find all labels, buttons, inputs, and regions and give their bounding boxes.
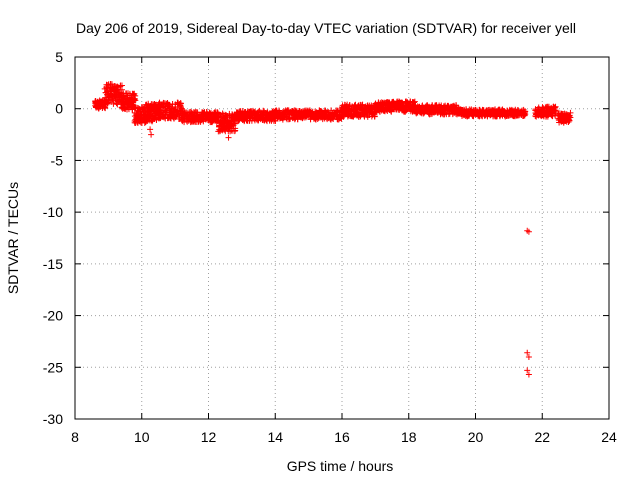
x-tick-label: 16: [334, 429, 350, 445]
x-tick-label: 12: [201, 429, 217, 445]
y-tick-label: -5: [51, 152, 64, 168]
data-point: [147, 126, 154, 133]
data-point: [131, 96, 138, 103]
data-point: [118, 82, 125, 89]
y-tick-label: -10: [43, 204, 63, 220]
data-point: [525, 228, 532, 235]
x-tick-label: 18: [401, 429, 417, 445]
chart-title: Day 206 of 2019, Sidereal Day-to-day VTE…: [76, 20, 576, 36]
data-point: [566, 117, 573, 124]
data-point: [225, 134, 232, 141]
data-point: [223, 112, 230, 119]
axis-ticks: 8 10 12 14 16 18 20 22 24 5 0 -5 -10 -15 -20 -25 -30: [43, 49, 617, 445]
data-point: [567, 109, 574, 116]
data-point: [525, 371, 532, 378]
x-axis-label: GPS time / hours: [287, 458, 394, 474]
y-tick-label: -25: [43, 359, 63, 375]
y-tick-label: 0: [55, 101, 63, 117]
x-tick-label: 14: [267, 429, 283, 445]
x-tick-label: 10: [134, 429, 150, 445]
y-tick-label: 5: [55, 49, 63, 65]
data-point: [232, 127, 239, 134]
data-point: [178, 105, 185, 112]
data-point: [132, 97, 139, 104]
data-point: [221, 126, 228, 133]
data-series-sdtvar: [92, 81, 574, 378]
data-point: [403, 107, 410, 114]
data-point: [552, 103, 559, 110]
y-axis-label: SDTVAR / TECUs: [5, 182, 21, 294]
data-point: [525, 353, 532, 360]
data-point: [524, 349, 531, 356]
data-point: [522, 111, 529, 118]
data-point: [524, 367, 531, 374]
data-point: [410, 99, 417, 106]
data-point: [104, 81, 111, 88]
x-tick-label: 20: [468, 429, 484, 445]
x-tick-label: 8: [71, 429, 79, 445]
x-tick-label: 24: [601, 429, 617, 445]
data-point: [178, 104, 185, 111]
data-point: [329, 115, 336, 122]
y-tick-label: -20: [43, 308, 63, 324]
x-tick-label: 22: [534, 429, 550, 445]
y-tick-label: -15: [43, 256, 63, 272]
data-point: [166, 101, 173, 108]
y-tick-label: -30: [43, 411, 63, 427]
data-point: [110, 100, 117, 107]
data-point: [148, 131, 155, 138]
